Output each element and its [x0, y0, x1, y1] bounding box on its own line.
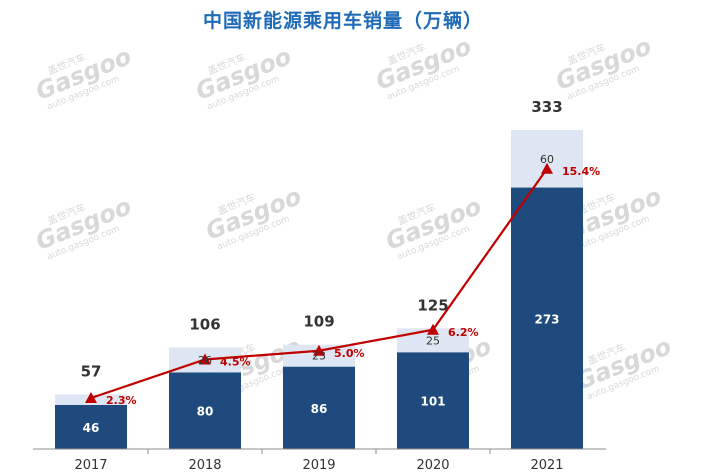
x-axis: 2017 2018 2019 2020 2021 [33, 448, 606, 473]
bar-segment-lower [397, 352, 469, 449]
bar-segment-lower [511, 187, 583, 449]
chart-title: 中国新能源乘用车销量（万辆） [202, 10, 483, 32]
bar-value-lower: 46 [83, 421, 100, 435]
line-marker [85, 392, 97, 403]
line-value-label: 4.5% [220, 356, 251, 369]
bar-value-upper: 26 [198, 354, 212, 367]
x-tick-label: 2021 [530, 458, 563, 473]
line-value-label: 2.3% [106, 394, 137, 407]
line-marker [313, 344, 325, 356]
bar-segment-upper [397, 328, 469, 353]
x-tick-label: 2017 [74, 458, 107, 473]
x-tick-label: 2019 [302, 458, 335, 473]
bar-total-label: 125 [417, 296, 448, 314]
bar-total-label: 57 [81, 362, 102, 380]
line-value-label: 5.0% [334, 347, 365, 360]
bar-segment-lower [283, 366, 355, 449]
line-marker [199, 353, 211, 365]
bar-segment-upper [511, 130, 583, 188]
bar-segment-lower [55, 404, 127, 449]
x-tick-label: 2020 [416, 458, 449, 473]
bar-value-lower: 273 [534, 312, 559, 326]
bar-total-label: 333 [531, 98, 562, 116]
bar-total-label: 106 [189, 315, 220, 333]
labels: 46 57 80 26 106 86 23 109 101 25 125 273 60 333 [81, 98, 563, 435]
line-marker [541, 162, 553, 174]
bar-value-upper: 60 [540, 153, 554, 166]
bar-value-upper: 25 [426, 334, 440, 347]
bar-value-lower: 101 [420, 395, 445, 409]
line-value-label: 15.4% [562, 165, 600, 178]
bar-value-upper: 23 [312, 350, 326, 363]
bar-value-lower: 80 [197, 405, 214, 419]
bars [55, 130, 583, 449]
penetration-line: 2.3% 4.5% 5.0% 6.2% 15.4% [85, 162, 600, 407]
bar-segment-lower [169, 372, 241, 449]
bar-value-lower: 86 [311, 402, 328, 416]
x-tick-label: 2018 [188, 458, 221, 473]
bar-total-label: 109 [303, 313, 334, 331]
line-marker [427, 323, 439, 335]
line-value-label: 6.2% [448, 326, 479, 339]
